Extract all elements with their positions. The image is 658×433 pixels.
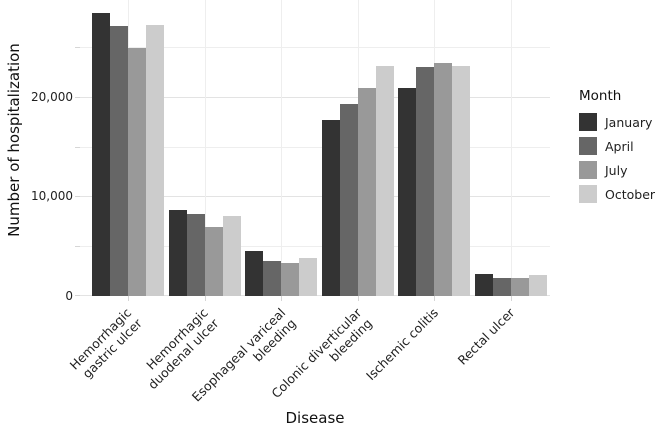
gridline-minor	[80, 146, 550, 148]
legend-item-october: October	[579, 185, 655, 203]
gridline-vertical	[205, 0, 206, 296]
y-axis-tick	[75, 96, 80, 98]
bar-october	[529, 275, 547, 296]
legend-swatch-icon	[579, 113, 597, 131]
bar-october	[375, 65, 394, 296]
y-axis-tick	[75, 196, 80, 198]
bar-july	[434, 62, 453, 296]
bar-january	[168, 210, 187, 296]
legend-item-label: April	[605, 138, 634, 154]
y-axis-tick	[75, 46, 80, 48]
legend-title: Month	[579, 88, 622, 104]
gridline-major	[80, 96, 550, 98]
legend-item-label: January	[605, 114, 653, 130]
y-axis-title: Number of hospitalization	[5, 43, 23, 237]
bar-january	[475, 274, 493, 296]
legend: Month January April July October	[579, 88, 655, 209]
bar-july	[204, 227, 223, 296]
bar-april	[263, 261, 282, 296]
x-axis-tick	[205, 296, 206, 301]
bar-january	[92, 12, 110, 296]
x-category-label: Rectal ulcer	[454, 305, 518, 368]
x-category-label: Hemorrhagic gastric ulcer	[66, 305, 146, 382]
y-axis-tick	[75, 146, 80, 148]
x-axis-title: Disease	[285, 409, 345, 427]
bar-october	[222, 216, 241, 296]
legend-item-july: July	[579, 161, 655, 179]
x-axis-tick	[128, 296, 129, 301]
bar-october	[452, 65, 471, 296]
gridline-vertical	[281, 0, 282, 296]
gridline-major	[80, 196, 550, 198]
bar-april	[339, 103, 358, 296]
bar-april	[416, 66, 435, 296]
bar-july	[128, 47, 146, 296]
y-axis-tick	[75, 295, 80, 296]
legend-swatch-icon	[579, 161, 597, 179]
x-axis-tick	[358, 296, 359, 301]
y-axis-tick	[75, 246, 80, 248]
y-tick-label: 0	[65, 289, 73, 303]
gridline-minor	[80, 46, 550, 48]
bar-october	[299, 258, 318, 296]
bar-january	[321, 119, 340, 296]
legend-item-label: October	[605, 186, 656, 202]
bar-april	[186, 214, 205, 296]
y-tick-label: 20,000	[31, 89, 73, 104]
bar-july	[511, 278, 529, 296]
x-axis-tick	[511, 296, 512, 301]
plot-panel	[75, 0, 550, 301]
bar-january	[398, 87, 417, 296]
legend-swatch-icon	[579, 137, 597, 155]
legend-items: January April July October	[579, 113, 655, 203]
y-tick-label: 10,000	[31, 189, 73, 204]
x-axis-tick	[434, 296, 435, 301]
legend-swatch-icon	[579, 185, 597, 203]
bar-july	[281, 263, 300, 296]
bar-april	[493, 278, 511, 296]
bar-october	[146, 24, 164, 296]
x-axis-tick	[281, 296, 282, 301]
legend-item-label: July	[605, 162, 628, 178]
x-category-label: Ischemic colitis	[362, 305, 441, 384]
bar-january	[245, 251, 264, 296]
bar-july	[357, 87, 376, 296]
legend-item-april: April	[579, 137, 655, 155]
legend-item-january: January	[579, 113, 655, 131]
bar-april	[110, 25, 128, 296]
gridline-vertical	[511, 0, 512, 296]
gridline-minor	[80, 246, 550, 248]
